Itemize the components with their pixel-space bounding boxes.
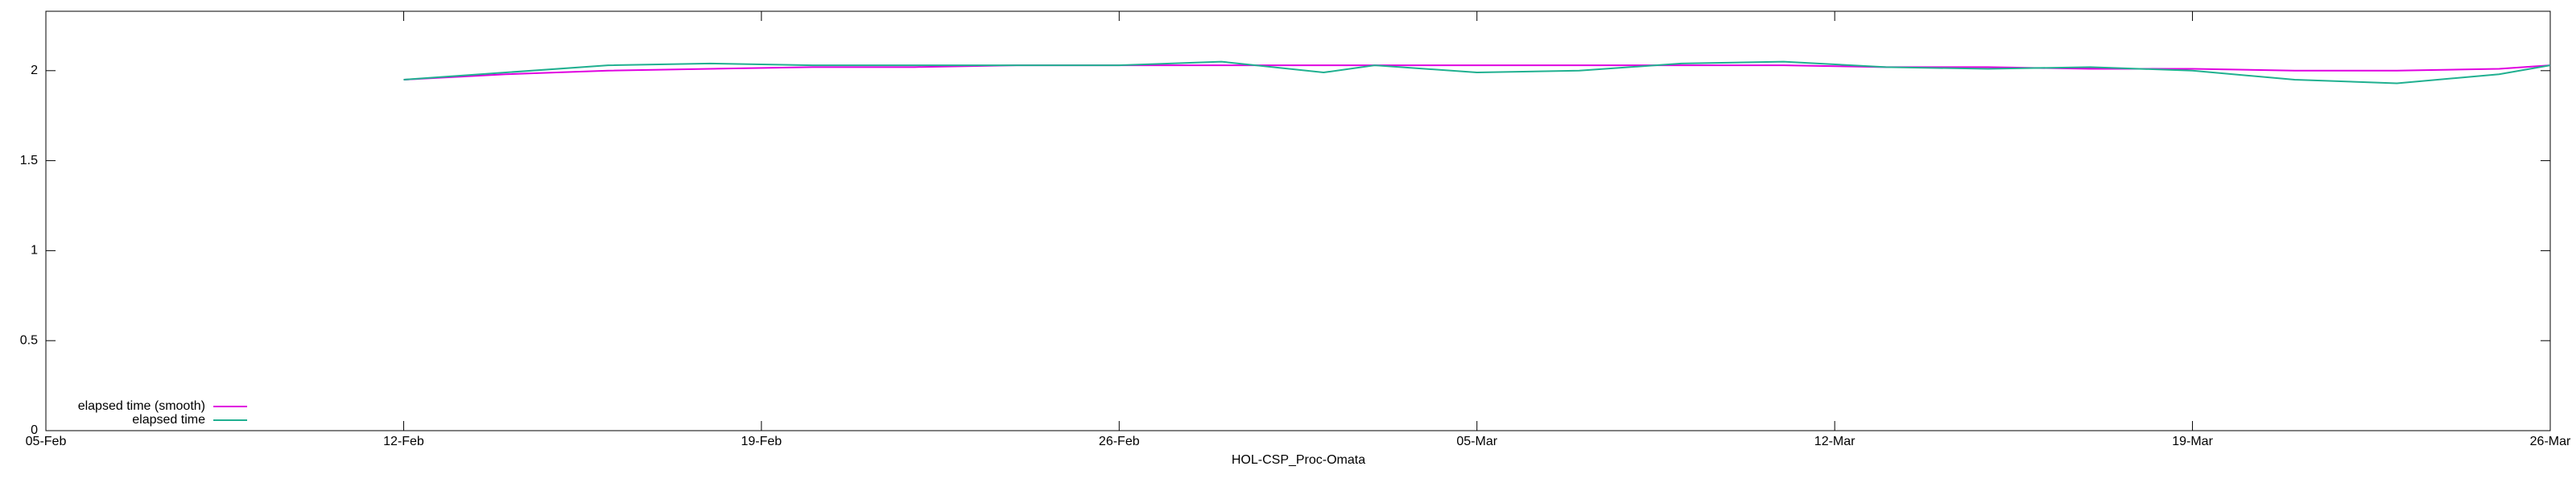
x-tick-label: 05-Feb <box>26 435 67 448</box>
legend-label: elapsed time (smooth) <box>78 399 205 413</box>
x-tick-label: 19-Mar <box>2172 435 2213 448</box>
x-tick-label: 05-Mar <box>1456 435 1497 448</box>
x-tick-label: 26-Mar <box>2530 435 2571 448</box>
series-line <box>403 60 2551 85</box>
y-tick-label: 0.5 <box>20 333 38 347</box>
x-tick-label: 12-Feb <box>383 435 424 448</box>
x-tick-label: 12-Mar <box>1814 435 1856 448</box>
x-axis-label: HOL-CSP_Proc-Omata <box>1232 453 1365 467</box>
y-tick-label: 1 <box>31 244 38 258</box>
legend-label: elapsed time <box>132 413 205 427</box>
x-tick-label: 26-Feb <box>1099 435 1140 448</box>
x-tick-label: 19-Feb <box>741 435 782 448</box>
y-tick-label: 2 <box>31 64 38 77</box>
y-tick-label: 0 <box>31 423 38 437</box>
series-line <box>403 64 2551 80</box>
plot-frame <box>45 10 2551 431</box>
y-tick-label: 1.5 <box>20 154 38 167</box>
